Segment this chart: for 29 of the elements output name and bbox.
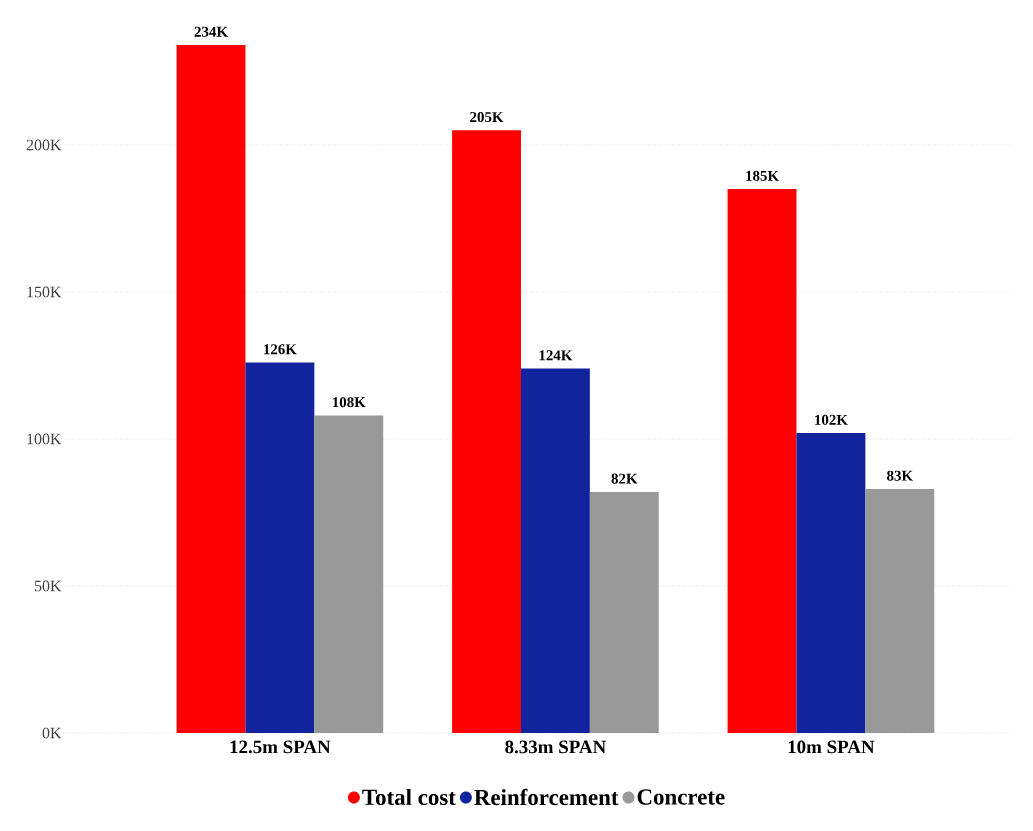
bar bbox=[727, 189, 797, 733]
x-tick-label: 10m SPAN bbox=[788, 740, 875, 754]
data-label: 82K bbox=[611, 473, 638, 484]
bar bbox=[176, 44, 246, 733]
y-tick-label: 100K bbox=[27, 433, 62, 445]
y-tick-label: 200K bbox=[26, 139, 62, 151]
y-tick-label: 0K bbox=[42, 727, 62, 739]
data-label: 83K bbox=[887, 470, 913, 481]
y-tick-label: 50K bbox=[34, 580, 62, 592]
bar bbox=[796, 433, 866, 733]
data-label: 108K bbox=[332, 397, 366, 408]
data-label: 126K bbox=[264, 344, 297, 355]
bar bbox=[865, 488, 935, 733]
bar bbox=[589, 491, 659, 733]
x-tick-label: 12.5m SPAN bbox=[230, 740, 331, 754]
data-label: 124K bbox=[539, 350, 573, 361]
data-label: 205K bbox=[470, 111, 504, 123]
bar bbox=[245, 362, 315, 733]
x-tick-label: 8.33m SPAN bbox=[505, 740, 606, 754]
bar bbox=[520, 368, 590, 733]
data-label: 102K bbox=[815, 414, 848, 425]
data-label: 185K bbox=[746, 170, 779, 181]
legend-label: Total cost bbox=[362, 788, 456, 806]
y-tick-label: 150K bbox=[27, 286, 62, 298]
bar bbox=[314, 415, 384, 733]
data-label: 234K bbox=[194, 26, 228, 37]
legend-label: Concrete bbox=[637, 789, 725, 805]
bar bbox=[452, 130, 521, 733]
legend-label: Reinforcement bbox=[474, 788, 619, 806]
